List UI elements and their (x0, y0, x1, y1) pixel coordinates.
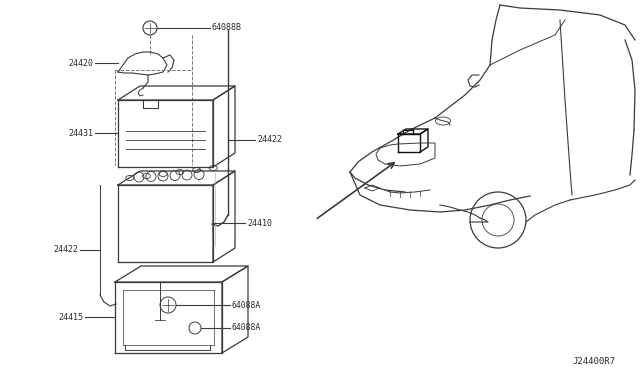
Text: J24400R7: J24400R7 (572, 357, 615, 366)
Text: 64088A: 64088A (232, 301, 261, 310)
Text: 24422: 24422 (257, 135, 282, 144)
Text: 64088A: 64088A (232, 324, 261, 333)
Text: 24415: 24415 (58, 312, 83, 321)
Text: 24431: 24431 (68, 128, 93, 138)
Text: 24410: 24410 (247, 218, 272, 228)
Text: 24422: 24422 (53, 246, 78, 254)
Text: 24420: 24420 (68, 58, 93, 67)
Text: 64088B: 64088B (212, 23, 242, 32)
